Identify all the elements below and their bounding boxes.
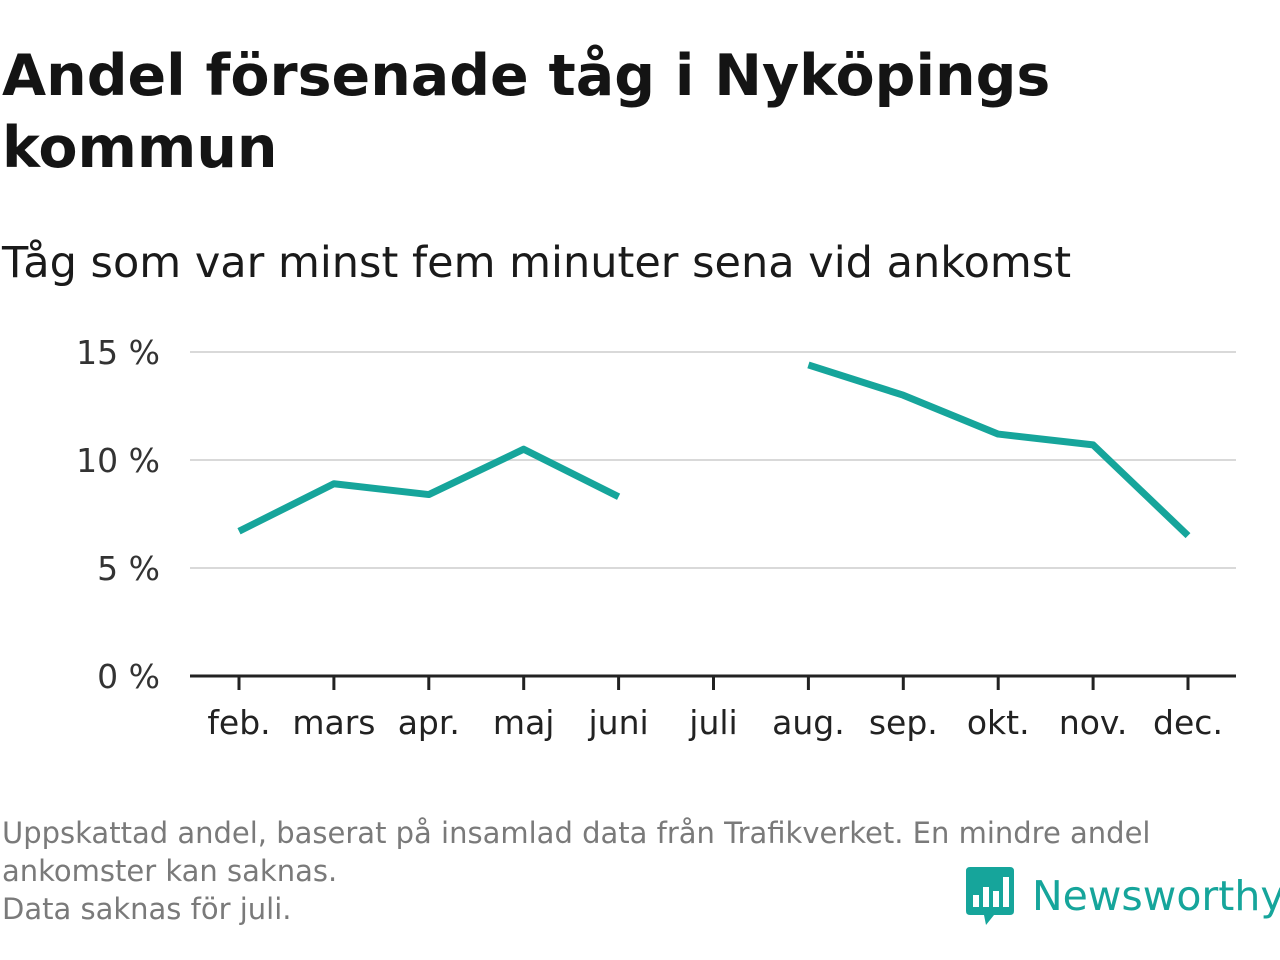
brand-logo: Newsworthy (964, 864, 1280, 928)
footnote-line-1: Uppskattad andel, baserat på insamlad da… (2, 816, 1151, 850)
x-tick-label: juni (588, 703, 649, 742)
x-tick-label: apr. (398, 703, 460, 742)
y-axis-tick-labels: 0 % 5 % 10 % 15 % (76, 333, 160, 696)
chart-subtitle: Tåg som var minst fem minuter sena vid a… (2, 238, 1072, 288)
y-tick-label: 5 % (97, 549, 160, 588)
x-tick-label: okt. (967, 703, 1030, 742)
x-axis-tick-labels: feb. mars apr. maj juni juli aug. sep. okt. nov. d… (207, 703, 1223, 742)
footnote-line-2: ankomster kan saknas. (2, 854, 338, 888)
y-tick-label: 10 % (76, 441, 160, 480)
x-tick-label: mars (292, 703, 375, 742)
x-tick-label: maj (493, 703, 555, 742)
x-tick-label: aug. (772, 703, 845, 742)
series-line-segment-1 (807, 361, 1191, 539)
newsworthy-logo-icon (966, 867, 1014, 925)
grid-lines (190, 351, 1236, 569)
chart-footnote: Uppskattad andel, baserat på insamlad da… (2, 814, 1272, 928)
x-tick-label: juli (688, 703, 737, 742)
chart-title: Andel försenade tåg i Nyköpings kommun (2, 43, 1051, 181)
x-tick-label: feb. (207, 703, 270, 742)
brand-name: Newsworthy (1032, 872, 1280, 920)
series-line-segment-0 (237, 445, 621, 535)
series-lines (237, 361, 1191, 539)
x-tick-label: dec. (1153, 703, 1223, 742)
y-tick-label: 0 % (97, 657, 160, 696)
x-tick-label: nov. (1059, 703, 1128, 742)
y-tick-label: 15 % (76, 333, 160, 372)
x-axis (190, 674, 1236, 690)
footnote-line-3: Data saknas för juli. (2, 892, 292, 926)
x-tick-label: sep. (869, 703, 938, 742)
